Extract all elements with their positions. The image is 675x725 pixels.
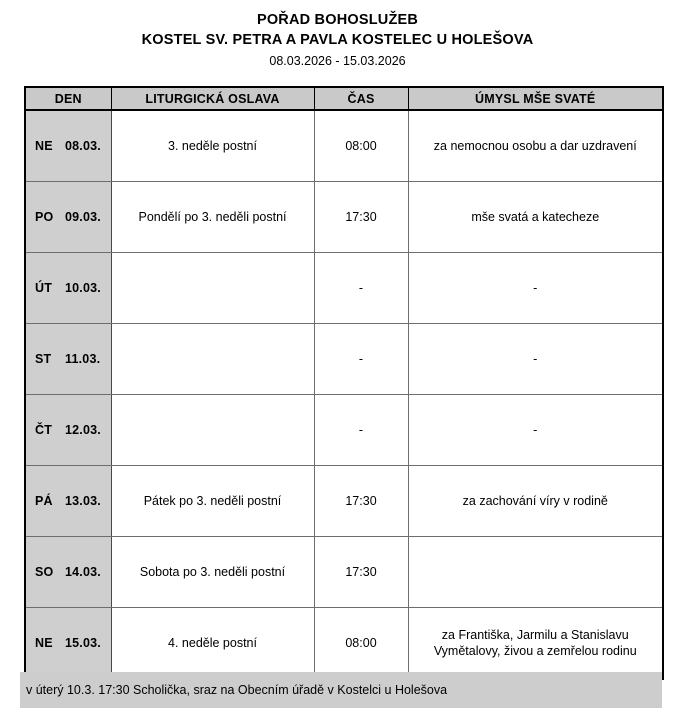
day-date: 14.03. <box>65 565 101 579</box>
date-range: 08.03.2026 - 15.03.2026 <box>269 54 406 68</box>
cell-liturgy: Pátek po 3. neděli postní <box>110 465 315 537</box>
page-title: POŘAD BOHOSLUŽEB <box>256 12 419 28</box>
cell-liturgy <box>110 394 315 466</box>
day-date: 08.03. <box>65 139 101 153</box>
cell-liturgy: 3. neděle postní <box>110 109 315 182</box>
cell-day: NE 15.03. <box>24 607 112 679</box>
cell-day: SO 14.03. <box>24 536 112 608</box>
cell-intent: za zachování víry v rodině <box>407 465 664 537</box>
table-row: ST 11.03. - - <box>24 323 664 395</box>
schedule-table: DEN LITURGICKÁ OSLAVA ČAS ÚMYSL MŠE SVAT… <box>24 86 664 680</box>
column-header-day: DEN <box>24 86 112 111</box>
column-header-liturgy: LITURGICKÁ OSLAVA <box>110 86 315 111</box>
day-of-week: ST <box>35 352 52 366</box>
column-header-intent: ÚMYSL MŠE SVATÉ <box>407 86 664 111</box>
cell-liturgy: Pondělí po 3. neděli postní <box>110 181 315 253</box>
day-of-week: NE <box>35 636 53 650</box>
day-date: 10.03. <box>65 281 101 295</box>
table-header-row: DEN LITURGICKÁ OSLAVA ČAS ÚMYSL MŠE SVAT… <box>24 86 664 111</box>
column-header-time: ČAS <box>313 86 409 111</box>
cell-day: ST 11.03. <box>24 323 112 395</box>
cell-time: 17:30 <box>313 465 409 537</box>
cell-time: - <box>313 394 409 466</box>
cell-day: ČT 12.03. <box>24 394 112 466</box>
day-of-week: SO <box>35 565 54 579</box>
cell-time: - <box>313 323 409 395</box>
day-date: 12.03. <box>65 423 101 437</box>
page-title-block: POŘAD BOHOSLUŽEB KOSTEL SV. PETRA A PAVL… <box>0 0 675 71</box>
day-date: 11.03. <box>65 352 101 366</box>
cell-intent: - <box>407 394 664 466</box>
cell-intent: - <box>407 252 664 324</box>
cell-liturgy: Sobota po 3. neděli postní <box>110 536 315 608</box>
cell-time: - <box>313 252 409 324</box>
cell-time: 17:30 <box>313 181 409 253</box>
table-body: NE 08.03. 3. neděle postní 08:00 za nemoc… <box>24 109 664 679</box>
cell-time: 17:30 <box>313 536 409 608</box>
cell-intent: - <box>407 323 664 395</box>
cell-day: PÁ 13.03. <box>24 465 112 537</box>
cell-day: PO 09.03. <box>24 181 112 253</box>
table-row: ÚT 10.03. - - <box>24 252 664 324</box>
cell-day: NE 08.03. <box>24 109 112 182</box>
table-row: PÁ 13.03. Pátek po 3. neděli postní 17:30… <box>24 465 664 537</box>
table-row: PO 09.03. Pondělí po 3. neděli postní 17:… <box>24 181 664 253</box>
table-row: SO 14.03. Sobota po 3. neděli postní 17:3… <box>24 536 664 608</box>
cell-liturgy <box>110 323 315 395</box>
cell-day: ÚT 10.03. <box>24 252 112 324</box>
day-date: 13.03. <box>65 494 101 508</box>
day-date: 15.03. <box>65 636 101 650</box>
footer-note: v úterý 10.3. 17:30 Scholička, sraz na O… <box>20 672 662 708</box>
table-header: DEN LITURGICKÁ OSLAVA ČAS ÚMYSL MŠE SVAT… <box>24 86 664 111</box>
table-row: NE 15.03. 4. neděle postní 08:00 za Frant… <box>24 607 664 679</box>
day-of-week: PÁ <box>35 494 53 508</box>
day-of-week: ČT <box>35 423 53 437</box>
cell-time: 08:00 <box>313 607 409 679</box>
cell-liturgy: 4. neděle postní <box>110 607 315 679</box>
page-subtitle-church: KOSTEL SV. PETRA A PAVLA KOSTELEC U HOLE… <box>141 32 534 48</box>
cell-intent: mše svatá a katecheze <box>407 181 664 253</box>
cell-intent: za nemocnou osobu a dar uzdravení <box>407 109 664 182</box>
table-row: NE 08.03. 3. neděle postní 08:00 za nemoc… <box>24 109 664 182</box>
cell-time: 08:00 <box>313 109 409 182</box>
day-of-week: NE <box>35 139 53 153</box>
cell-liturgy <box>110 252 315 324</box>
cell-intent <box>407 536 664 608</box>
day-of-week: ÚT <box>35 281 53 295</box>
day-of-week: PO <box>35 210 54 224</box>
table-row: ČT 12.03. - - <box>24 394 664 466</box>
schedule-table-container: DEN LITURGICKÁ OSLAVA ČAS ÚMYSL MŠE SVAT… <box>24 86 664 680</box>
cell-intent: za Františka, Jarmilu a Stanislavu Vymět… <box>407 607 664 679</box>
day-date: 09.03. <box>65 210 101 224</box>
